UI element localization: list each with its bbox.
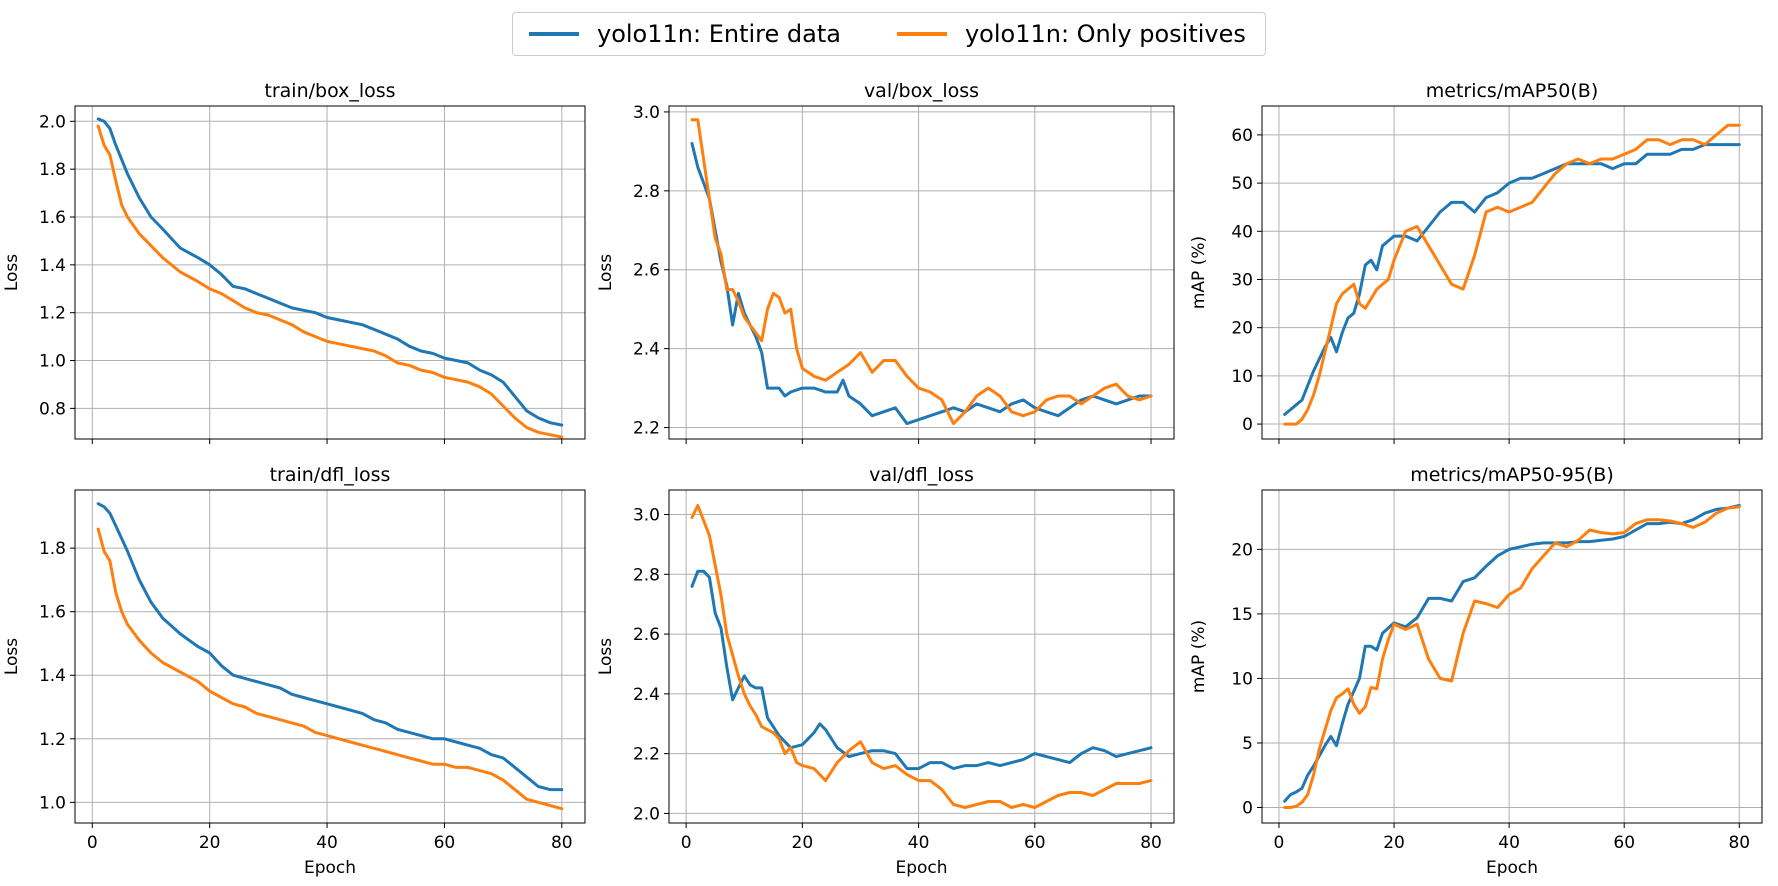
legend-item-entire-data: yolo11n: Entire data: [521, 20, 841, 48]
y-tick-label: 2.2: [633, 745, 660, 765]
subplot-title: metrics/mAP50-95(B): [1410, 464, 1614, 486]
x-tick-label: 80: [551, 833, 573, 853]
y-tick-label: 2.0: [633, 804, 660, 824]
y-tick-label: 2.8: [633, 182, 660, 202]
subplot-5: 0 20 40 60 80 2.0 2.2 2.4 2.6 2.8 3.0 val/dfl_loss L…: [596, 464, 1175, 878]
x-tick-label: 60: [1024, 833, 1046, 853]
y-tick-label: 1.8: [39, 160, 66, 180]
legend-item-only-positives: yolo11n: Only positives: [889, 20, 1246, 48]
y-axis-label: Loss: [596, 638, 616, 675]
x-tick-label: 40: [316, 833, 338, 853]
x-tick-label: 20: [1383, 833, 1405, 853]
series-line-only-positives: [96, 124, 564, 439]
y-tick-label: 2.6: [633, 261, 660, 281]
y-axis-label: mAP (%): [1189, 236, 1209, 309]
y-tick-label: 2.2: [633, 419, 660, 439]
y-tick-label: 1.6: [39, 603, 66, 623]
axes-frame: [74, 105, 586, 440]
x-tick-label: 0: [681, 833, 692, 853]
y-tick-label: 0: [1242, 799, 1253, 819]
axes-frame: [668, 105, 1175, 440]
legend: yolo11n: Entire data yolo11n: Only posit…: [512, 12, 1266, 56]
subplot-6: 0 20 40 60 80 0 5 10 15 20 metrics/mAP50-95(B) mAP …: [1189, 464, 1763, 878]
series-line-entire-data: [96, 117, 564, 427]
y-tick-label: 3.0: [633, 103, 660, 123]
series-line-only-positives: [690, 504, 1153, 809]
subplot-4: 0 20 40 60 80 1.0 1.2 1.4 1.6 1.8 train/dfl_loss Lo…: [2, 464, 586, 878]
y-axis-label: Loss: [2, 254, 22, 291]
y-tick-label: 1.0: [39, 352, 66, 372]
x-tick-label: 0: [87, 833, 98, 853]
y-tick-label: 0: [1242, 415, 1253, 435]
axes-frame: [668, 489, 1175, 824]
y-tick-label: 3.0: [633, 506, 660, 526]
subplot-title: train/dfl_loss: [270, 464, 391, 486]
y-tick-label: 1.8: [39, 539, 66, 559]
series-line-entire-data: [690, 569, 1153, 771]
subplot-1: 0.8 1.0 1.2 1.4 1.6 1.8 2.0 train/box_loss Loss: [2, 80, 586, 444]
subplot-2: 2.2 2.4 2.6 2.8 3.0 val/box_loss Loss: [596, 80, 1175, 444]
series-line-only-positives: [690, 118, 1153, 426]
y-axis-label: Loss: [596, 254, 616, 291]
y-axis-label: mAP (%): [1189, 620, 1209, 693]
x-tick-label: 20: [792, 833, 814, 853]
y-tick-label: 10: [1231, 669, 1253, 689]
y-tick-label: 50: [1231, 174, 1253, 194]
y-tick-label: 1.6: [39, 208, 66, 228]
y-tick-label: 5: [1242, 734, 1253, 754]
subplot-title: metrics/mAP50(B): [1426, 80, 1598, 102]
x-axis-label: Epoch: [895, 858, 947, 878]
legend-swatch-only-positives: [896, 32, 947, 36]
y-tick-label: 1.4: [39, 256, 66, 276]
series-line-only-positives: [96, 527, 564, 811]
legend-swatch-entire-data: [529, 32, 579, 36]
legend-label-entire-data: yolo11n: Entire data: [597, 20, 841, 48]
y-tick-label: 20: [1231, 540, 1253, 560]
x-tick-label: 60: [1613, 833, 1635, 853]
series-line-entire-data: [1283, 504, 1741, 803]
x-tick-label: 60: [434, 833, 456, 853]
y-tick-label: 20: [1231, 319, 1253, 339]
subplot-3: 0 10 20 30 40 50 60 metrics/mAP50(B) mAP (%): [1189, 80, 1763, 444]
axes-frame: [1261, 489, 1763, 824]
axes-frame: [1261, 105, 1763, 440]
subplot-title: val/dfl_loss: [869, 464, 974, 486]
y-tick-label: 30: [1231, 270, 1253, 290]
series-line-entire-data: [1283, 143, 1741, 416]
series-line-only-positives: [1283, 505, 1741, 809]
x-tick-label: 0: [1274, 833, 1285, 853]
y-tick-label: 10: [1231, 367, 1253, 387]
y-tick-label: 1.4: [39, 666, 66, 686]
x-axis-label: Epoch: [1486, 858, 1538, 878]
series-line-entire-data: [690, 142, 1153, 426]
series-line-only-positives: [1283, 123, 1741, 426]
x-tick-label: 80: [1728, 833, 1750, 853]
x-tick-label: 20: [199, 833, 221, 853]
y-tick-label: 0.8: [39, 399, 66, 419]
y-tick-label: 2.0: [39, 112, 66, 132]
y-tick-label: 1.2: [39, 304, 66, 324]
y-tick-label: 15: [1231, 605, 1253, 625]
subplot-title: val/box_loss: [864, 80, 979, 102]
y-tick-label: 2.6: [633, 625, 660, 645]
legend-label-only-positives: yolo11n: Only positives: [964, 20, 1246, 48]
axes-frame: [74, 489, 586, 824]
y-tick-label: 1.2: [39, 730, 66, 750]
y-tick-label: 60: [1231, 126, 1253, 146]
x-tick-label: 40: [908, 833, 930, 853]
x-tick-label: 80: [1140, 833, 1162, 853]
y-tick-label: 2.4: [633, 685, 660, 705]
y-tick-label: 40: [1231, 222, 1253, 242]
y-axis-label: Loss: [2, 638, 22, 675]
y-tick-label: 2.4: [633, 340, 660, 360]
subplot-title: train/box_loss: [264, 80, 395, 102]
y-tick-label: 2.8: [633, 565, 660, 585]
y-tick-label: 1.0: [39, 793, 66, 813]
series-line-entire-data: [96, 502, 564, 792]
x-axis-label: Epoch: [304, 858, 356, 878]
x-tick-label: 40: [1498, 833, 1520, 853]
